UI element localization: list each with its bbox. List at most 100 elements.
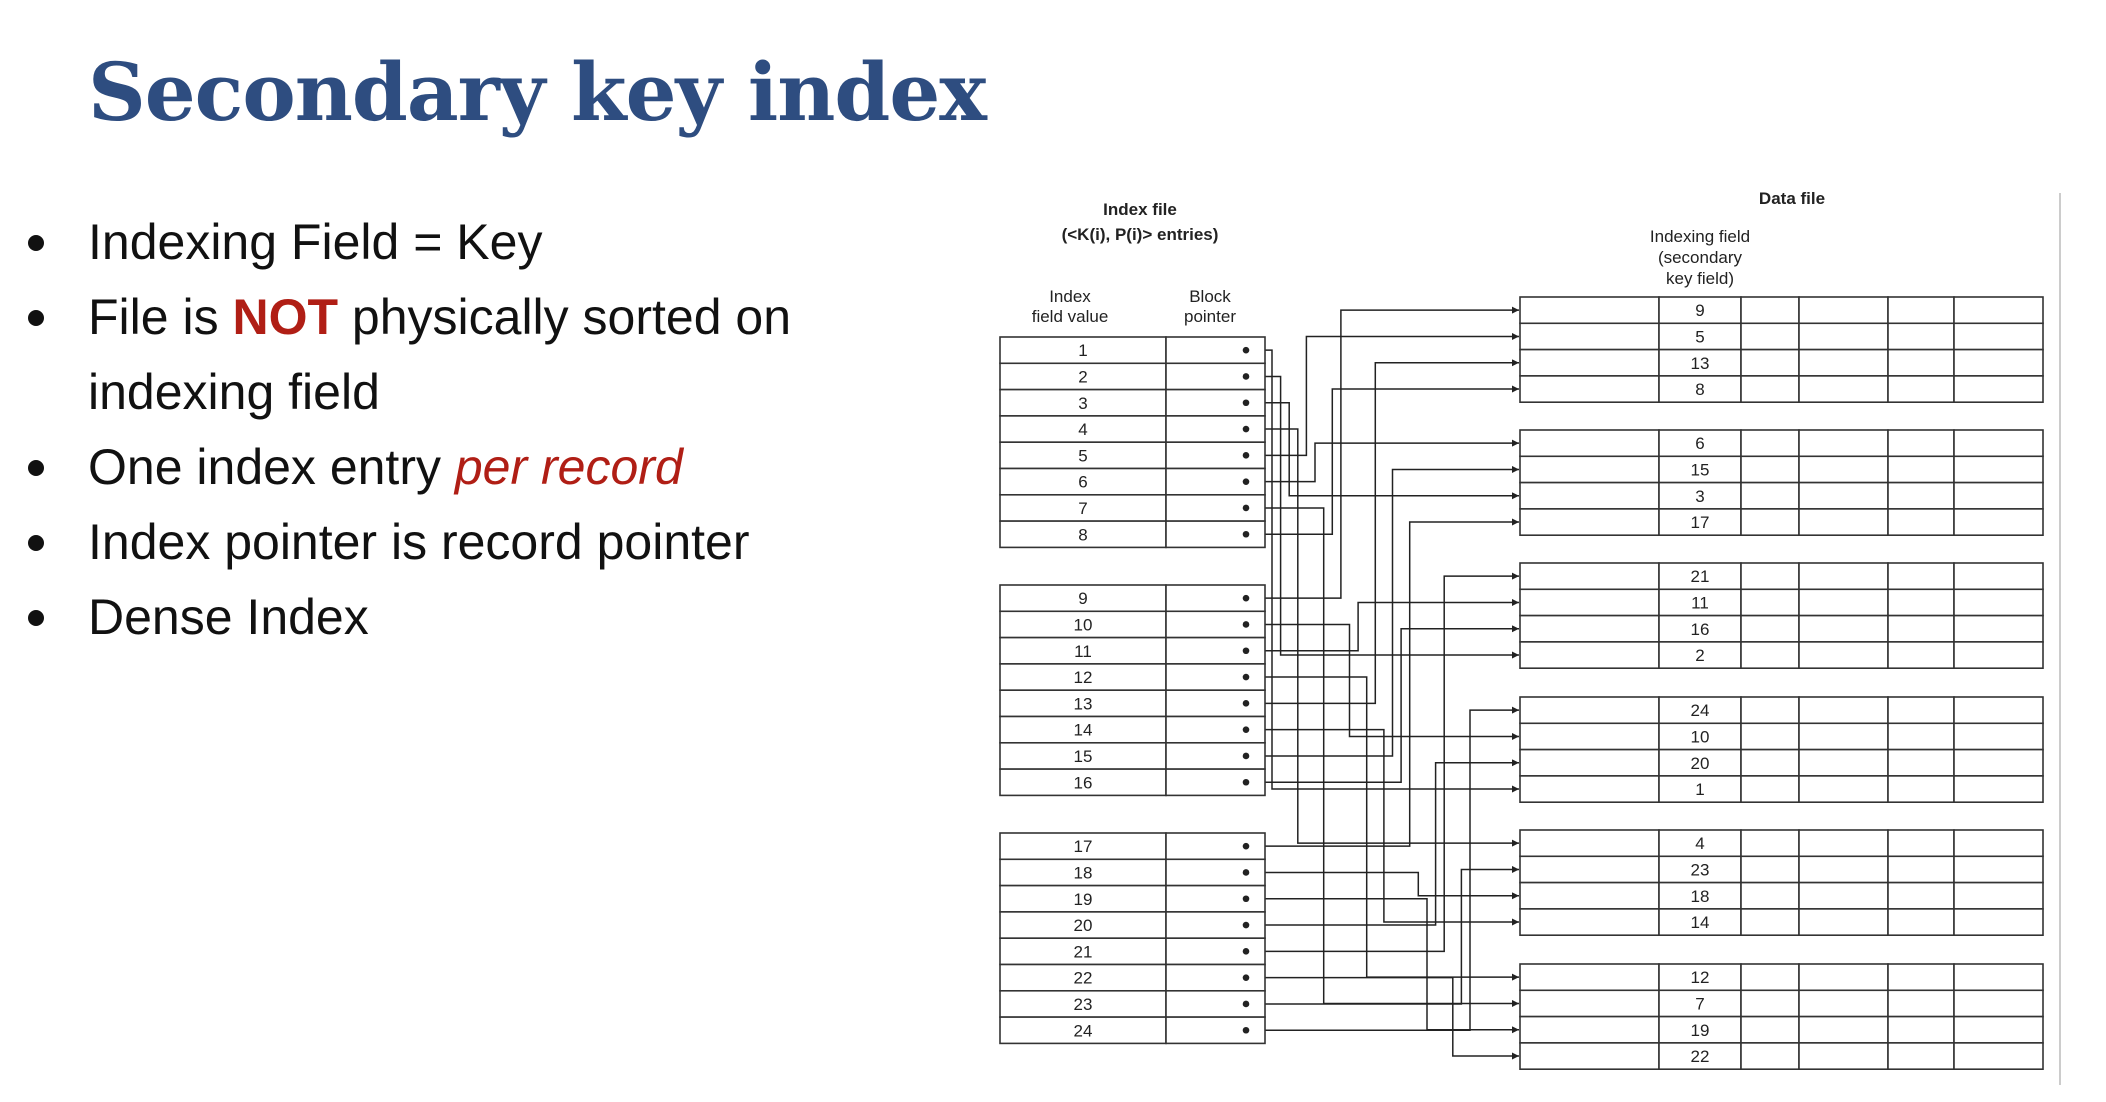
data-key-value: 3 [1695, 487, 1704, 506]
bullet-item: Indexing Field = Key [20, 205, 908, 280]
data-field-cell [1887, 562, 1955, 591]
data-field-cell [1953, 508, 2044, 536]
data-key-value: 11 [1691, 593, 1709, 612]
index-pointer-cell [1165, 1016, 1266, 1045]
pointer-dot-icon [1242, 425, 1250, 433]
data-field-cell [1740, 963, 1800, 992]
data-key-value: 10 [1691, 727, 1710, 746]
bullet-item: One index entry per record [20, 430, 908, 505]
data-field-cell [1887, 881, 1955, 910]
bullet-list: Indexing Field = Key File is NOT physical… [20, 205, 908, 655]
data-field-cell [1798, 375, 1889, 403]
data-field-cell [1953, 881, 2044, 910]
pointer-dot-icon [1242, 452, 1250, 459]
data-field-cell [1740, 375, 1800, 403]
data-field-cell [1953, 641, 2044, 670]
data-field-cell [1887, 1015, 1955, 1044]
data-field-cell [1740, 296, 1800, 325]
data-field-cell [1887, 722, 1955, 751]
data-field-cell [1519, 348, 1660, 377]
pointer-dot-icon [1242, 647, 1250, 655]
data-field-cell [1519, 508, 1660, 536]
data-field-cell [1798, 722, 1889, 751]
pointer-arrow [1246, 518, 1519, 847]
pointer-arrow [1246, 439, 1519, 483]
pointer-dot-icon [1242, 895, 1250, 903]
index-value-cell [999, 768, 1167, 797]
data-field-label-line2: (secondary [1658, 248, 1743, 267]
pointer-dot-icon [1242, 504, 1250, 512]
data-field-cell [1519, 696, 1660, 725]
pointer-arrow [1246, 359, 1519, 705]
data-key-value: 15 [1691, 460, 1710, 479]
data-field-cell [1798, 562, 1889, 591]
index-pointer-cell [1165, 467, 1266, 496]
data-field-label-line1: Indexing field [1650, 227, 1750, 246]
data-key-value: 16 [1691, 620, 1710, 639]
data-field-cell [1798, 641, 1889, 670]
index-value: 11 [1074, 642, 1092, 661]
index-value: 3 [1078, 394, 1087, 413]
index-pointer-cell [1165, 362, 1266, 391]
pointer-arrow [1246, 306, 1519, 599]
index-value: 19 [1074, 890, 1093, 909]
pointer-arrow [1246, 706, 1519, 1031]
data-field-cell [1740, 829, 1800, 858]
index-value: 22 [1074, 969, 1093, 988]
index-value: 21 [1074, 942, 1093, 961]
pointer-links [1246, 306, 1519, 1060]
pointer-dot-icon [1242, 346, 1250, 354]
data-field-cell [1519, 614, 1660, 643]
index-value: 9 [1078, 589, 1087, 608]
data-field-cell [1519, 1042, 1660, 1071]
data-field-cell [1740, 455, 1800, 484]
data-key-cell [1658, 881, 1742, 910]
data-field-cell [1798, 881, 1889, 910]
data-field-cell [1953, 855, 2044, 884]
data-field-cell [1740, 614, 1800, 643]
data-field-cell [1953, 722, 2044, 751]
index-pointer-cell [1165, 663, 1266, 692]
bullet-text: Dense Index [88, 589, 369, 645]
index-value-header-line2: field value [1032, 307, 1109, 326]
pointer-dot-icon [1242, 921, 1250, 929]
data-key-value: 5 [1695, 327, 1704, 346]
data-field-cell [1740, 855, 1800, 884]
data-field-cell [1887, 348, 1955, 377]
data-field-cell [1953, 1042, 2044, 1071]
index-pointer-cell [1165, 989, 1266, 1018]
data-field-cell [1740, 348, 1800, 377]
data-field-cell [1798, 296, 1889, 325]
data-field-cell [1798, 696, 1889, 725]
pointer-arrow [1246, 349, 1519, 793]
index-value: 15 [1074, 747, 1093, 766]
pointer-arrow [1246, 871, 1519, 900]
data-field-cell [1887, 748, 1955, 777]
data-field-cell [1798, 1042, 1889, 1071]
index-value-cell [999, 584, 1167, 613]
data-field-cell [1740, 429, 1800, 458]
pointer-arrow [1246, 572, 1519, 953]
index-value-cell [999, 336, 1167, 365]
data-field-cell [1953, 375, 2044, 403]
data-key-value: 7 [1695, 994, 1704, 1013]
data-field-cell [1740, 722, 1800, 751]
data-field-cell [1798, 614, 1889, 643]
index-value-cell [999, 963, 1167, 992]
data-field-cell [1798, 588, 1889, 617]
index-pointer-cell [1165, 689, 1266, 718]
data-key-cell [1658, 855, 1742, 884]
bullet-text: One index entry [88, 439, 455, 495]
data-key-value: 2 [1695, 646, 1704, 665]
data-field-cell [1798, 455, 1889, 484]
data-field-cell [1953, 481, 2044, 510]
data-field-cell [1887, 588, 1955, 617]
data-field-cell [1519, 775, 1660, 804]
index-pointer-cell [1165, 520, 1266, 549]
data-field-cell [1887, 322, 1955, 351]
bullet-dot-icon [28, 610, 44, 626]
pointer-dot-icon [1242, 842, 1250, 850]
data-field-cell [1798, 748, 1889, 777]
index-pointer-cell [1165, 963, 1266, 992]
